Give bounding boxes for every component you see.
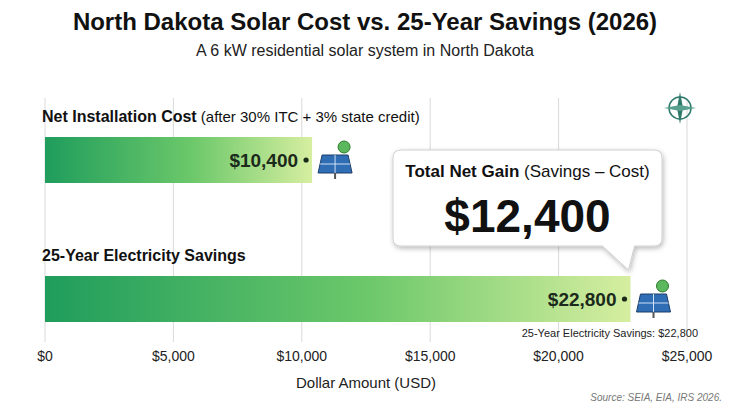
- tick-label: $5,000: [152, 348, 195, 364]
- panel-body: [318, 155, 352, 173]
- panel-body: [637, 294, 671, 312]
- panel-icon: [318, 141, 352, 179]
- label-dot: [303, 157, 308, 162]
- bar: [45, 276, 631, 322]
- grid: [45, 98, 687, 342]
- tick-label: $15,000: [405, 348, 456, 364]
- compass-icon: [664, 92, 696, 124]
- panel-stand: [653, 312, 655, 318]
- tick-label: $10,000: [276, 348, 327, 364]
- tick-label: $20,000: [533, 348, 584, 364]
- bar-caption: 25-Year Electricity Savings: $22,800: [522, 327, 698, 339]
- callout-title: Total Net Gain (Savings – Cost): [405, 162, 649, 181]
- panel-line: [320, 164, 350, 165]
- label-dot: [622, 296, 627, 301]
- coin-icon: [338, 141, 350, 153]
- category-label: Net Installation Cost (after 30% ITC + 3…: [42, 108, 420, 125]
- panel-icon: [637, 280, 671, 318]
- data-label: $10,400: [229, 150, 298, 171]
- chart-root: North Dakota Solar Cost vs. 25-Year Savi…: [0, 0, 730, 407]
- panel-stand: [334, 173, 336, 179]
- axis-title: Dollar Amount (USD): [296, 374, 436, 391]
- subtitle: A 6 kW residential solar system in North…: [196, 42, 534, 59]
- coin-icon: [657, 280, 669, 292]
- source: Source: SEIA, EIA, IRS 2026.: [590, 392, 722, 403]
- bar: [45, 137, 312, 183]
- callout-value: $12,400: [444, 190, 610, 242]
- compass-needle: [664, 105, 696, 111]
- category-label: 25-Year Electricity Savings: [42, 247, 246, 264]
- tick-label: $25,000: [662, 348, 713, 364]
- callout-box: [393, 150, 662, 270]
- title: North Dakota Solar Cost vs. 25-Year Savi…: [73, 8, 657, 35]
- tick-label: $0: [37, 348, 53, 364]
- data-label: $22,800: [548, 289, 617, 310]
- grid-line: [687, 98, 688, 342]
- callout: Total Net Gain (Savings – Cost) $12,400: [393, 150, 662, 270]
- panel-line: [639, 303, 669, 304]
